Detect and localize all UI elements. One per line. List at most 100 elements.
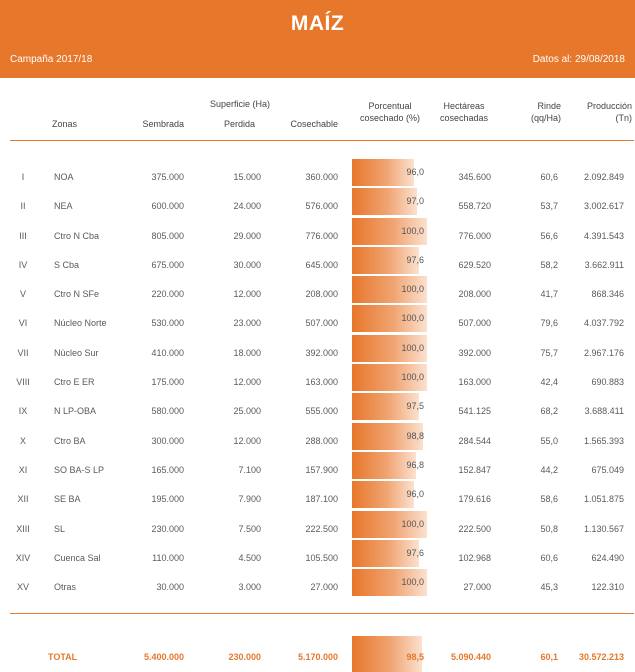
perdida-value: 25.000: [233, 406, 261, 417]
zone-name: Ctro N SFe: [54, 289, 100, 300]
pct-bar: [352, 364, 427, 392]
header-rinde-line2: (qq/Ha): [530, 113, 561, 123]
hectareas-value: 222.500: [458, 523, 491, 534]
produccion-value: 675.049: [591, 464, 624, 475]
report-header: MAÍZ Campaña 2017/18 Datos al: 29/08/201…: [0, 0, 635, 78]
zone-name: S Cba: [54, 259, 80, 270]
produccion-value: 868.346: [591, 289, 624, 300]
zone-name: SO BA-S LP: [54, 464, 105, 475]
sembrada-value: 805.000: [151, 230, 184, 241]
sembrada-value: 410.000: [151, 347, 184, 358]
table-row: IV S Cba 675.000 30.000 645.000 629.520 58,2 3.…: [0, 246, 635, 275]
produccion-value: 1.130.567: [583, 523, 624, 534]
rinde-value: 56,6: [540, 230, 558, 241]
rinde-value: 55,0: [540, 435, 558, 446]
perdida-value: 18.000: [233, 347, 261, 358]
sembrada-value: 110.000: [152, 552, 184, 563]
header-zonas: Zonas: [52, 119, 78, 129]
header-superficie: Superficie (Ha): [209, 99, 271, 109]
header-perdida: Perdida: [223, 119, 255, 129]
rinde-value: 60,6: [540, 552, 558, 563]
report-title: MAÍZ: [290, 12, 345, 35]
header-rinde: Rinde (qq/Ha): [531, 100, 561, 124]
rinde-value: 79,6: [540, 318, 558, 329]
pct-bar: [352, 393, 419, 421]
pct-cell: 98,8: [352, 422, 427, 450]
data-date-label: Datos al: 29/08/2018: [532, 54, 625, 65]
zone-number: II: [20, 201, 26, 212]
rinde-value: 41,7: [540, 289, 558, 300]
zone-name: Ctro N Cba: [54, 230, 100, 241]
rinde-value: 50,8: [540, 523, 558, 534]
pct-value: 100,0: [401, 372, 424, 383]
rinde-value: 44,2: [540, 464, 558, 475]
hectareas-value: 163.000: [458, 377, 491, 388]
pct-cell: 100,0: [352, 334, 427, 362]
perdida-value: 23.000: [233, 318, 261, 329]
pct-value: 96,0: [406, 489, 424, 500]
hectareas-value: 629.520: [458, 259, 491, 270]
sembrada-value: 675.000: [151, 259, 184, 270]
cosechable-value: 222.500: [305, 523, 338, 534]
header-divider: [10, 140, 634, 141]
hectareas-value: 208.000: [458, 289, 491, 300]
zone-name: NEA: [54, 201, 73, 212]
perdida-value: 12.000: [233, 377, 261, 388]
pct-cell: 100,0: [352, 510, 427, 538]
pct-value: 100,0: [401, 284, 424, 295]
produccion-value: 3.002.617: [583, 201, 624, 212]
hectareas-value: 102.968: [458, 552, 491, 563]
hectareas-value: 152.847: [458, 464, 491, 475]
cosechable-value: 105.500: [305, 552, 338, 563]
total-sembrada: 5.400.000: [143, 652, 184, 662]
pct-bar: [352, 188, 417, 216]
pct-bar: [352, 422, 423, 450]
zone-number: I: [21, 172, 25, 182]
zone-name: NOA: [54, 172, 74, 182]
sembrada-value: 30.000: [156, 582, 184, 593]
cosechable-value: 208.000: [305, 289, 338, 300]
header-hectareas: Hectáreas cosechadas: [424, 100, 504, 124]
produccion-value: 690.883: [591, 377, 624, 388]
cosechable-value: 776.000: [305, 230, 338, 241]
pct-cell: 100,0: [352, 569, 427, 597]
pct-value: 100,0: [401, 518, 424, 529]
zone-number: IV: [18, 259, 28, 270]
pct-value: 100,0: [401, 577, 424, 588]
perdida-value: 7.500: [238, 523, 261, 534]
pct-cell: 97,0: [352, 188, 427, 216]
cosechable-value: 27.000: [310, 582, 338, 593]
table-row: VI Núcleo Norte 530.000 23.000 507.000 507.00…: [0, 304, 635, 333]
rinde-value: 68,2: [540, 406, 558, 417]
produccion-value: 122.310: [591, 582, 624, 593]
total-hectareas: 5.090.440: [450, 652, 491, 662]
zone-number: XIV: [15, 552, 31, 563]
pct-value: 100,0: [401, 342, 424, 353]
pct-bar: [352, 481, 414, 509]
pct-cell: 96,0: [352, 159, 427, 186]
total-pct-cell: 98,5: [352, 636, 427, 672]
zone-name: Núcleo Sur: [54, 347, 99, 358]
produccion-value: 1.565.393: [583, 435, 624, 446]
perdida-value: 7.900: [238, 494, 261, 505]
zone-name: Ctro E ER: [54, 377, 95, 388]
cosechable-value: 187.100: [305, 494, 338, 505]
pct-value: 96,0: [406, 167, 424, 177]
hectareas-value: 345.600: [458, 172, 491, 182]
pct-bar: [352, 246, 419, 274]
sembrada-value: 195.000: [151, 494, 184, 505]
total-pct-value: 98,5: [406, 652, 424, 662]
sembrada-value: 600.000: [151, 201, 184, 212]
pct-value: 100,0: [401, 225, 424, 236]
pct-cell: 97,5: [352, 393, 427, 421]
table-row: VII Núcleo Sur 410.000 18.000 392.000 392.000…: [0, 334, 635, 363]
campaign-label: Campaña 2017/18: [10, 54, 93, 65]
rinde-value: 45,3: [540, 582, 558, 593]
table-row: II NEA 600.000 24.000 576.000 558.720 53,7 3.00…: [0, 187, 635, 216]
produccion-value: 4.391.543: [583, 230, 624, 241]
perdida-value: 15.000: [233, 172, 261, 182]
zone-name: N LP-OBA: [54, 406, 97, 417]
hectareas-value: 392.000: [458, 347, 491, 358]
zone-name: SL: [54, 523, 66, 534]
total-label: TOTAL: [48, 652, 78, 662]
